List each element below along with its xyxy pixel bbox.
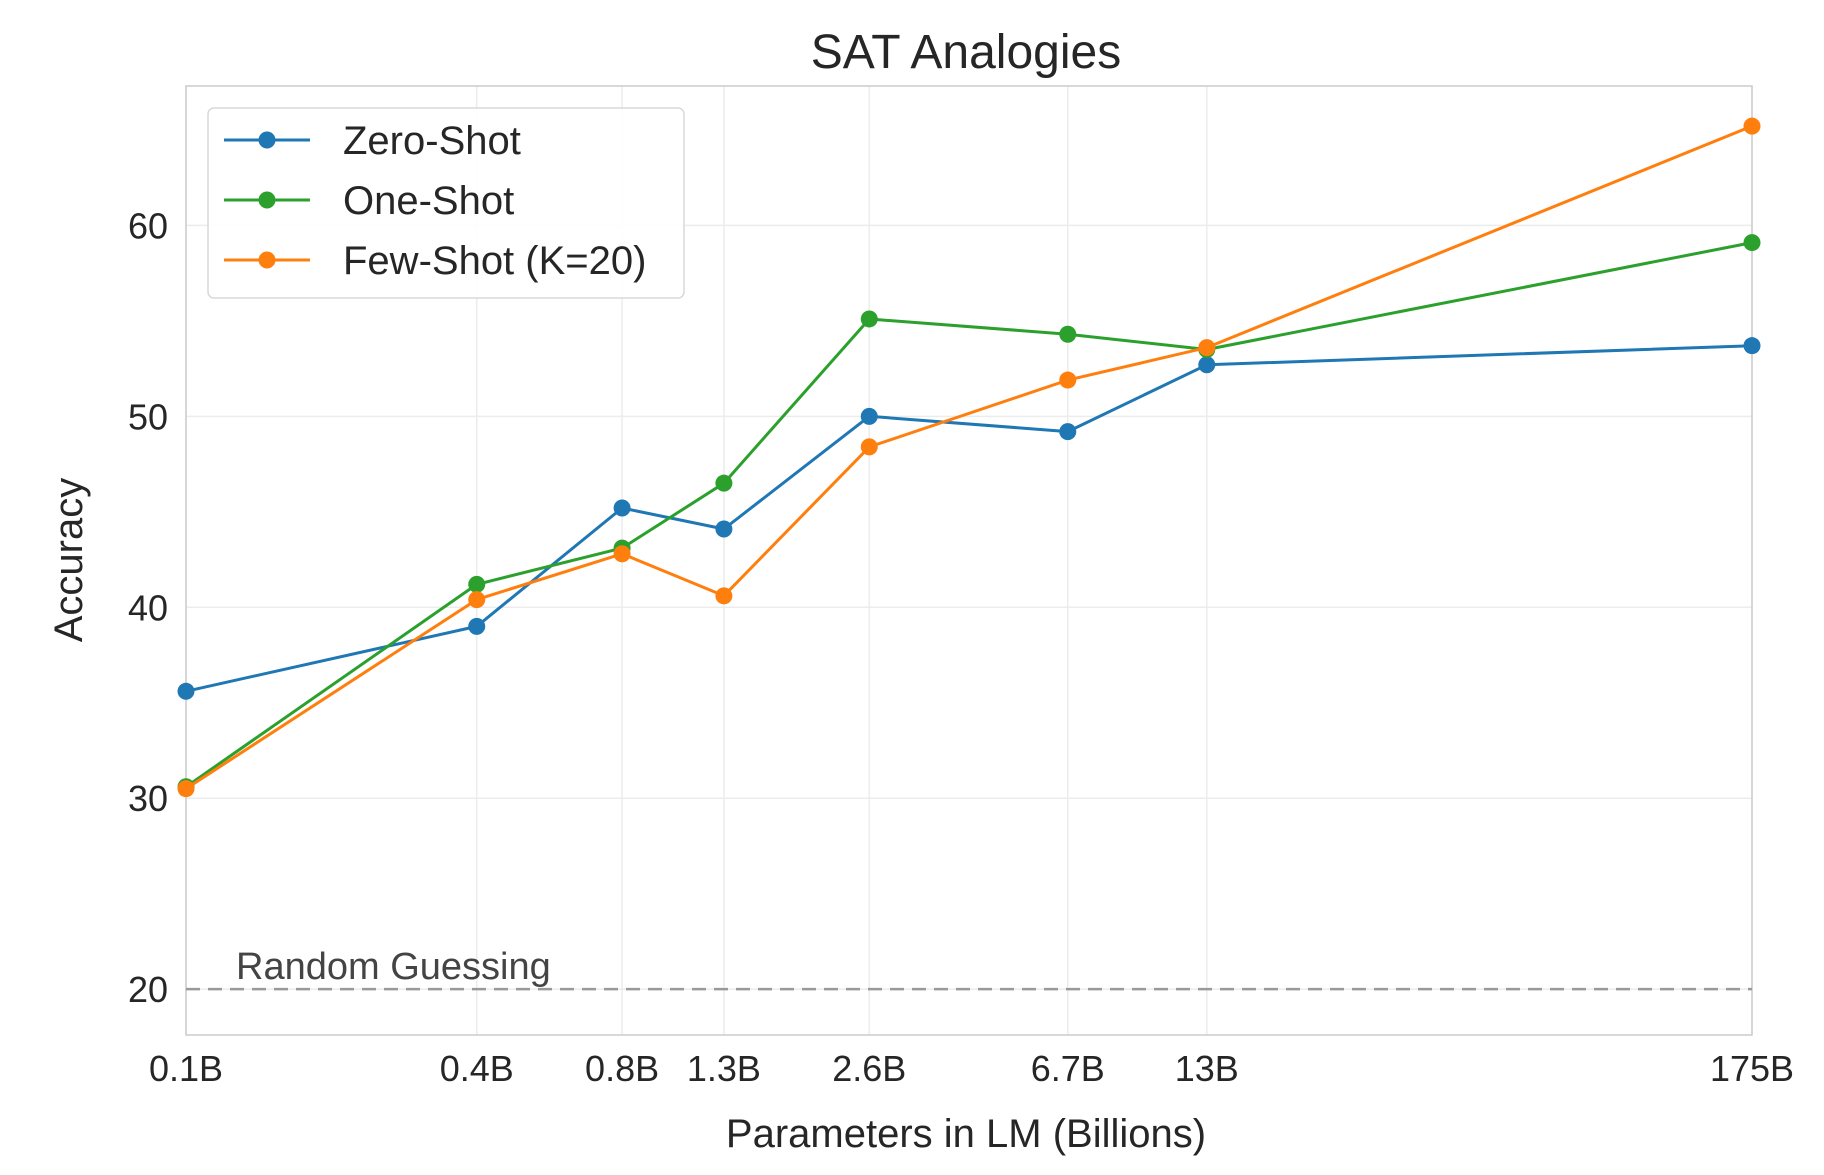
legend-swatch-marker <box>259 192 276 209</box>
data-point <box>861 438 878 455</box>
y-axis-label: Accuracy <box>47 478 91 643</box>
x-tick-label: 13B <box>1175 1048 1239 1089</box>
x-tick-label: 6.7B <box>1031 1048 1105 1089</box>
legend-label: Few-Shot (K=20) <box>343 239 646 283</box>
legend: Zero-Shot One-Shot Few-Shot (K=20) <box>208 108 684 298</box>
data-point <box>1198 356 1215 373</box>
y-tick-label: 30 <box>128 778 168 819</box>
y-tick-label: 20 <box>128 969 168 1010</box>
x-tick-label: 0.8B <box>585 1048 659 1089</box>
data-point <box>468 576 485 593</box>
y-tick-label: 50 <box>128 396 168 437</box>
data-point <box>468 591 485 608</box>
legend-label: One-Shot <box>343 179 514 223</box>
data-point <box>1744 337 1761 354</box>
data-point <box>614 499 631 516</box>
data-point <box>178 780 195 797</box>
x-tick-label: 0.1B <box>149 1048 223 1089</box>
y-tick-label: 60 <box>128 205 168 246</box>
data-point <box>468 618 485 635</box>
data-point <box>614 545 631 562</box>
data-point <box>715 475 732 492</box>
legend-swatch-marker <box>259 252 276 269</box>
data-point <box>861 310 878 327</box>
data-point <box>1059 423 1076 440</box>
data-point <box>1744 234 1761 251</box>
data-point <box>715 520 732 537</box>
y-tick-label: 40 <box>128 587 168 628</box>
legend-swatch-marker <box>259 132 276 149</box>
data-point <box>715 587 732 604</box>
data-point <box>1744 118 1761 135</box>
x-tick-label: 175B <box>1710 1048 1794 1089</box>
x-tick-label: 0.4B <box>440 1048 514 1089</box>
data-point <box>1059 326 1076 343</box>
data-point <box>1198 339 1215 356</box>
data-point <box>1059 372 1076 389</box>
x-tick-label: 1.3B <box>687 1048 761 1089</box>
x-axis-label: Parameters in LM (Billions) <box>726 1112 1206 1156</box>
data-point <box>178 683 195 700</box>
x-tick-label: 2.6B <box>832 1048 906 1089</box>
random-guessing-label: Random Guessing <box>236 946 551 988</box>
data-point <box>861 408 878 425</box>
chart-title: SAT Analogies <box>811 26 1121 79</box>
legend-label: Zero-Shot <box>343 119 521 163</box>
